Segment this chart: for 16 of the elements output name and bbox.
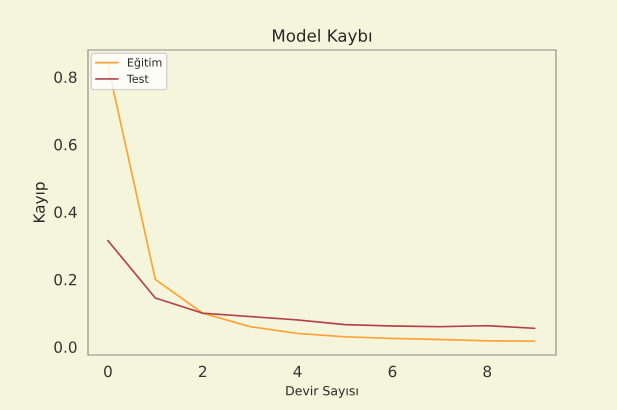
x-axis-title: Devir Sayısı — [286, 386, 358, 398]
y-tick-label: 0.8 — [54, 71, 77, 84]
y-axis-title: Kayıp — [33, 182, 48, 222]
legend-label: Test — [126, 74, 148, 83]
x-tick-label: 4 — [293, 366, 302, 378]
y-tick-label: 0.2 — [54, 274, 76, 286]
x-tick-label: 8 — [483, 366, 492, 378]
x-tick-label: 6 — [388, 366, 396, 378]
y-tick-label: 0.4 — [54, 206, 77, 218]
line-series — [107, 240, 536, 330]
y-tick-label: 0.6 — [54, 138, 77, 150]
y-tick-label: 0.0 — [54, 341, 77, 353]
x-tick-label: 0 — [104, 366, 112, 378]
x-tick-label: 2 — [199, 366, 206, 378]
chart-title: Model Kaybı — [273, 29, 372, 46]
legend-label: Eğitim — [128, 58, 162, 69]
